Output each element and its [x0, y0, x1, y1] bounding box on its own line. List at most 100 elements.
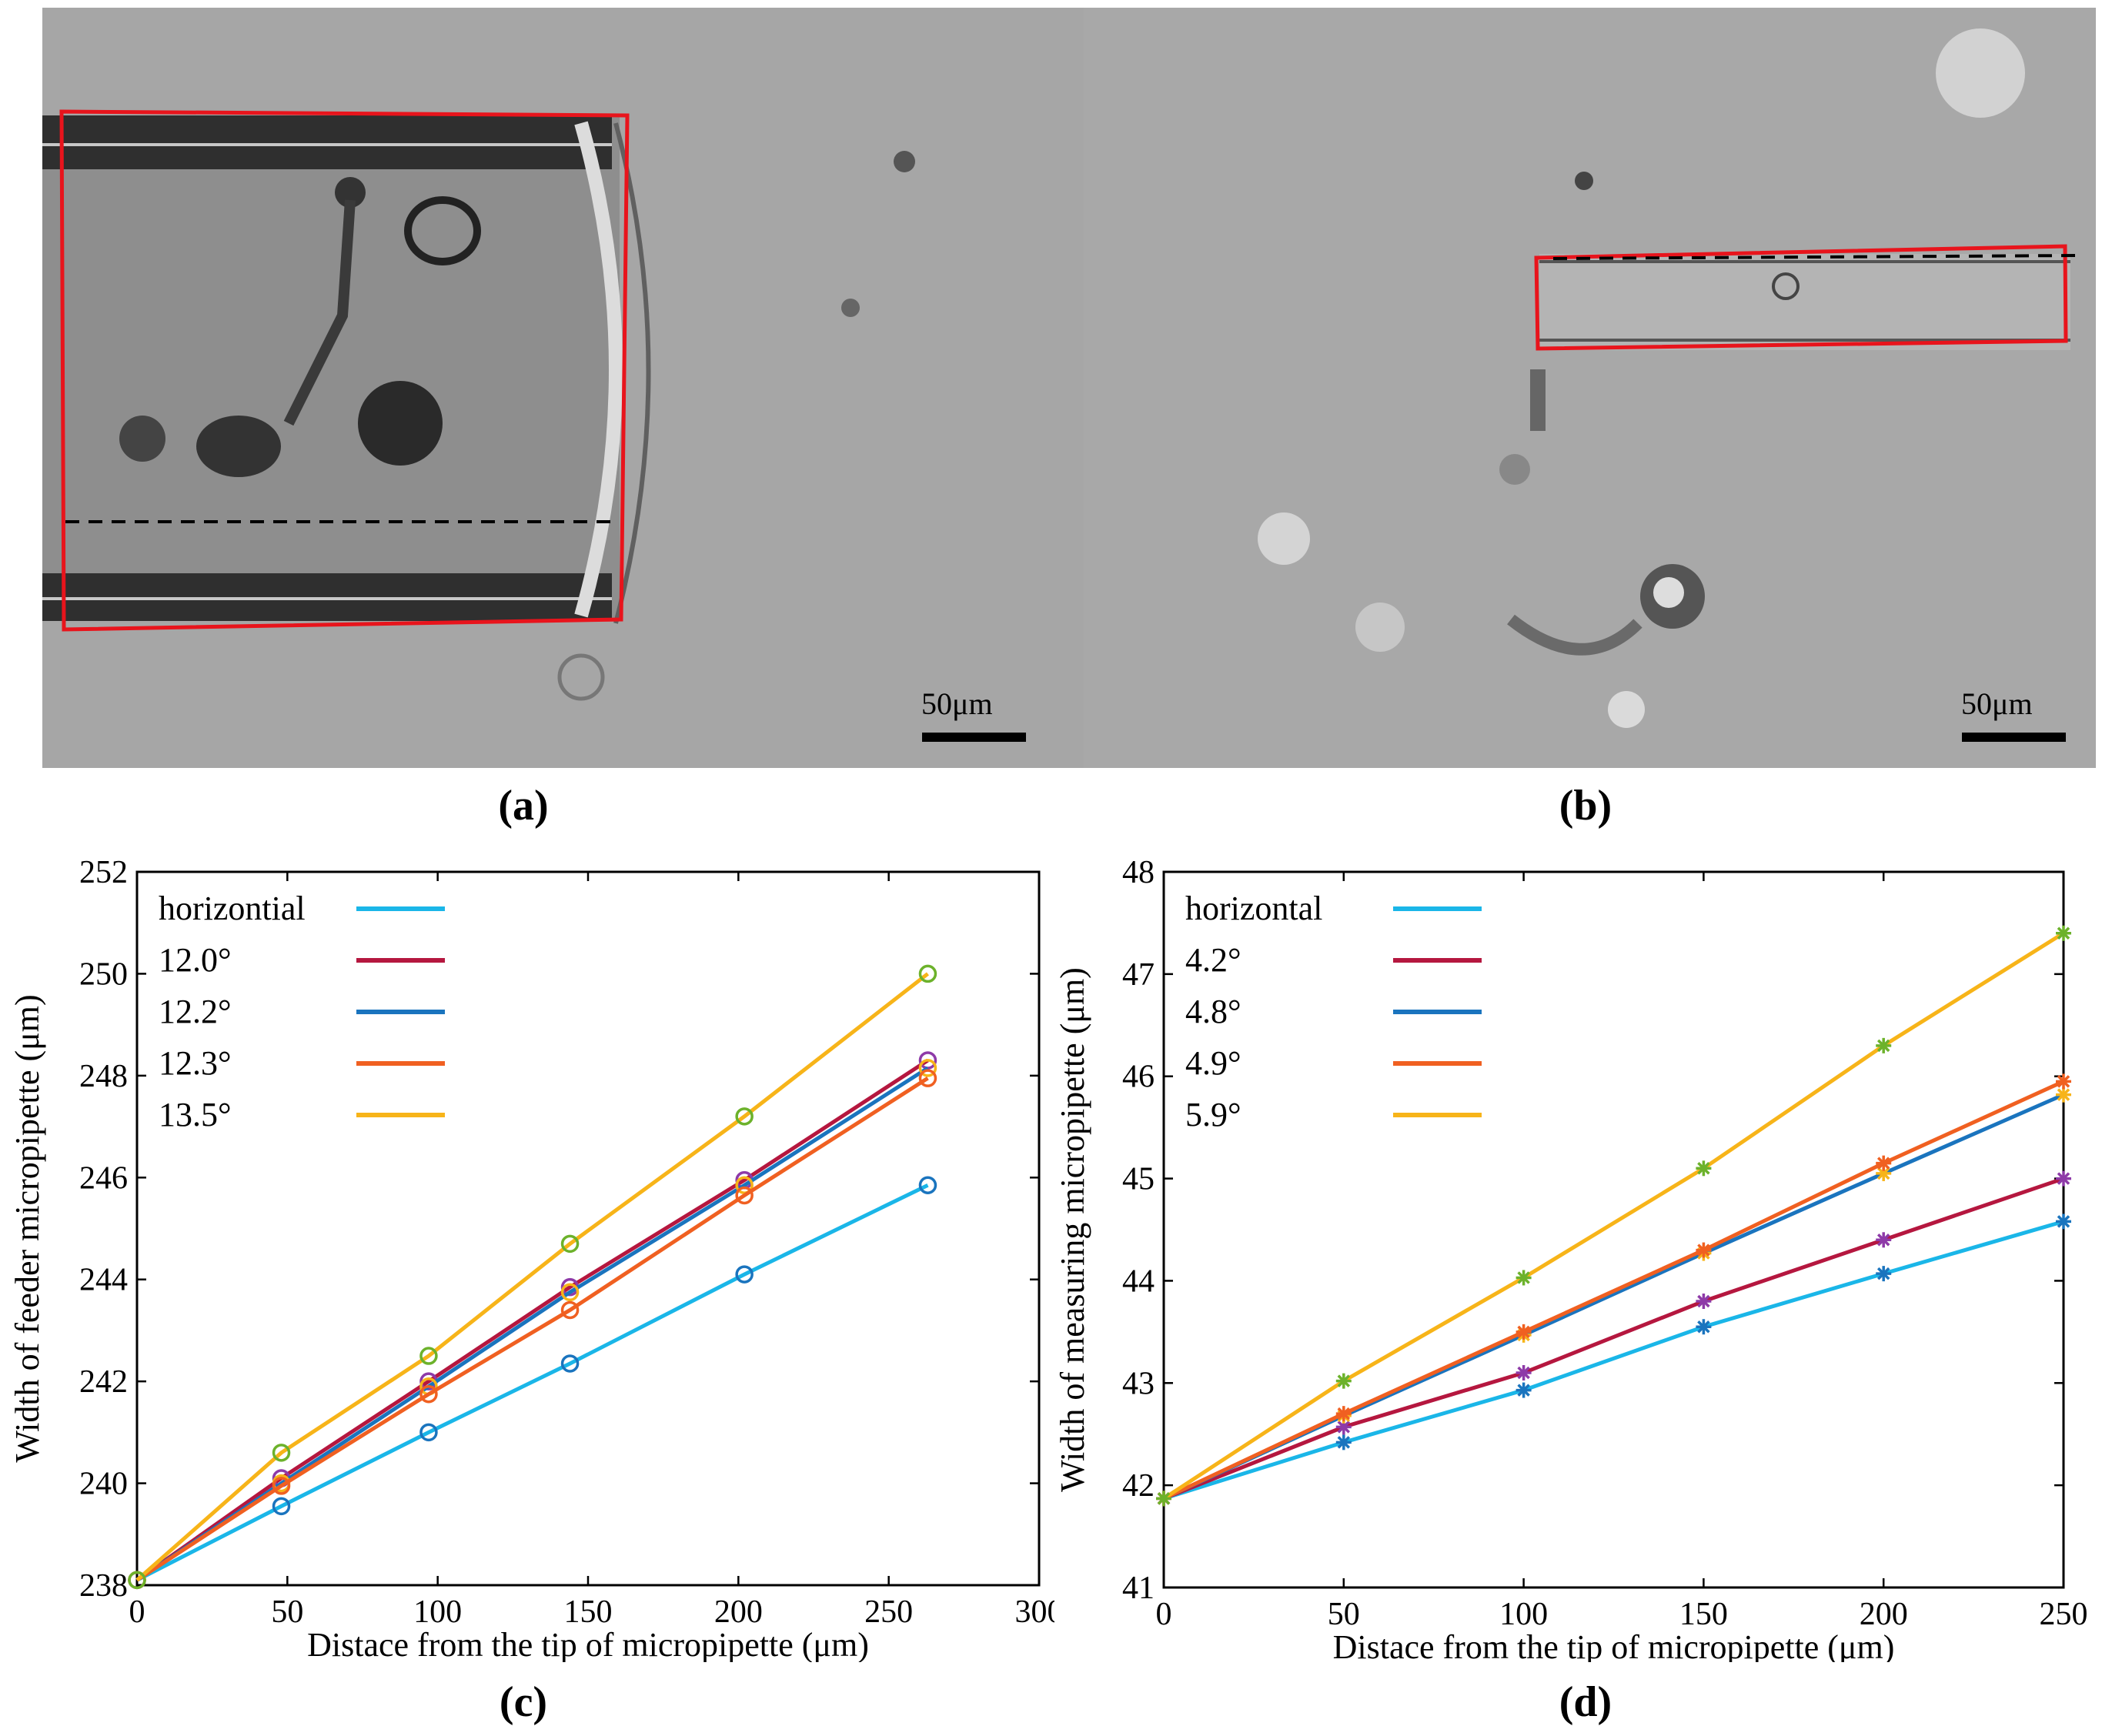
data-point — [918, 1069, 937, 1087]
data-point — [2056, 1170, 2071, 1187]
asterisk-stroke — [1876, 1157, 1890, 1170]
series-line-3 — [135, 1077, 929, 1582]
data-point — [2056, 925, 2071, 941]
series-line-1 — [1163, 1177, 2064, 1501]
y-tick-label: 244 — [79, 1263, 128, 1298]
scalebar-a — [922, 733, 1026, 742]
asterisk-stroke — [2057, 1075, 2070, 1088]
series-line-0 — [135, 1183, 929, 1582]
series-line-4 — [135, 972, 929, 1582]
data-point — [918, 1176, 937, 1194]
y-tick-label: 250 — [79, 956, 128, 992]
data-point — [1876, 1266, 1892, 1282]
y-tick-label: 248 — [79, 1059, 128, 1094]
legend-label: 4.9° — [1185, 1044, 1241, 1082]
data-point — [1876, 1232, 1892, 1248]
data-point — [1335, 1434, 1352, 1451]
x-tick-label: 0 — [1156, 1597, 1172, 1632]
data-point — [1516, 1270, 1532, 1286]
asterisk-stroke — [2057, 926, 2070, 940]
data-point — [272, 1444, 291, 1462]
asterisk-stroke — [1697, 1162, 1710, 1175]
asterisk-stroke — [1697, 1244, 1710, 1257]
data-point — [1696, 1294, 1712, 1309]
plot-frame — [1162, 870, 2065, 1589]
y-axis-label: Width of feeder micropipette (μm) — [8, 994, 46, 1462]
x-tick-label: 50 — [1328, 1597, 1360, 1632]
data-point — [128, 1571, 146, 1590]
data-point — [1516, 1324, 1532, 1340]
data-point — [2056, 1073, 2071, 1090]
micrograph-a-drawing: 50μm — [42, 8, 1089, 768]
y-tick-label: 252 — [79, 855, 128, 890]
data-point — [419, 1423, 438, 1442]
asterisk-stroke — [1876, 1039, 1890, 1053]
panel-label-b: (b) — [1559, 782, 1612, 830]
data-point — [419, 1347, 438, 1365]
asterisk-stroke — [1517, 1366, 1530, 1380]
asterisk-stroke — [1876, 1167, 1890, 1180]
data-point — [2056, 1214, 2071, 1230]
series-line-2 — [1162, 1093, 2065, 1501]
data-point — [918, 1059, 937, 1077]
data-point — [1696, 1160, 1712, 1177]
asterisk-stroke — [1157, 1492, 1171, 1505]
micrograph-b-drawing: 50μm — [1084, 8, 2096, 768]
series-line-4 — [1162, 931, 2065, 1501]
asterisk-stroke — [1697, 1320, 1710, 1334]
data-point — [1876, 1165, 1892, 1181]
chart-d: 0 50 100 150 200 250 41 42 43 44 45 46 47 48 Distace f… — [1054, 855, 2088, 1662]
data-point — [1516, 1382, 1532, 1398]
y-tick-label: 238 — [79, 1568, 128, 1604]
x-axis-label: Distace from the tip of micropipette (μm… — [307, 1626, 869, 1662]
data-point — [735, 1265, 754, 1284]
asterisk-stroke — [1876, 1234, 1890, 1247]
scalebar-b — [1962, 733, 2066, 742]
x-tick-label: 300 — [1015, 1594, 1055, 1630]
y-tick-label: 46 — [1122, 1060, 1155, 1095]
asterisk-stroke — [1337, 1407, 1351, 1421]
data-point — [560, 1283, 580, 1302]
x-tick-label: 0 — [129, 1594, 145, 1630]
data-point — [1516, 1365, 1532, 1380]
x-tick-label: 100 — [1499, 1597, 1548, 1632]
micrograph-b: 50μm — [1084, 8, 2096, 768]
legend-label: horizontal — [1185, 890, 1322, 927]
asterisk-stroke — [1337, 1374, 1351, 1387]
y-tick-label: 48 — [1122, 855, 1155, 890]
data-point — [735, 1176, 754, 1194]
data-point — [1335, 1373, 1352, 1389]
x-tick-label: 100 — [413, 1594, 462, 1630]
asterisk-stroke — [1876, 1267, 1890, 1280]
chart-c: 0 50 100 150 200 250 300 238 240 242 244 246 248 250 2… — [8, 855, 1055, 1662]
legend-label: 4.8° — [1185, 993, 1241, 1030]
panel-label-c: (c) — [499, 1678, 548, 1726]
asterisk-stroke — [1517, 1325, 1530, 1339]
y-tick-label: 43 — [1122, 1366, 1155, 1401]
legend-label: 12.3° — [159, 1044, 232, 1082]
data-point — [1696, 1319, 1712, 1335]
y-tick-label: 42 — [1122, 1468, 1155, 1504]
asterisk-stroke — [1517, 1384, 1530, 1397]
y-tick-label: 47 — [1122, 957, 1155, 993]
y-axis-label: Width of measuring micropipette (μm) — [1054, 967, 1091, 1492]
data-point — [1696, 1242, 1712, 1258]
asterisk-stroke — [1337, 1421, 1351, 1434]
legend-label: 4.2° — [1185, 941, 1241, 979]
legend-label: 13.5° — [159, 1096, 232, 1133]
data-point — [2056, 1087, 2071, 1103]
data-point — [272, 1477, 291, 1495]
data-point — [1335, 1419, 1352, 1435]
scalebar-a-label: 50μm — [921, 686, 993, 721]
asterisk-stroke — [2057, 1172, 2070, 1185]
x-tick-label: 250 — [864, 1594, 913, 1630]
legend-label: horizontial — [159, 890, 306, 927]
y-tick-label: 44 — [1122, 1264, 1155, 1299]
panel-label-d: (d) — [1559, 1678, 1612, 1726]
panel-label-a: (a) — [498, 782, 549, 830]
asterisk-stroke — [1517, 1271, 1530, 1284]
x-tick-label: 150 — [1679, 1597, 1728, 1632]
asterisk-stroke — [1337, 1436, 1351, 1449]
legend-label: 12.2° — [159, 993, 232, 1030]
data-point — [918, 964, 937, 983]
